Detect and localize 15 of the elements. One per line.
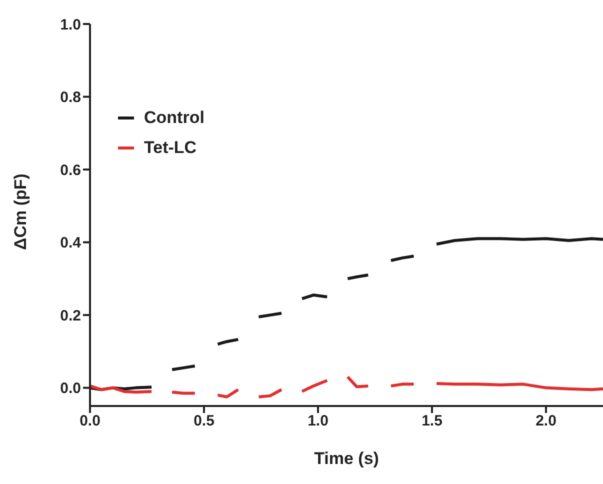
x-tick-label: 1.0 — [308, 412, 328, 430]
y-tick-label: 1.0 — [60, 16, 81, 34]
legend-label: Tet-LC — [144, 137, 197, 159]
y-tick-label: 0.6 — [60, 162, 81, 179]
x-tick-label: 0.5 — [194, 412, 214, 430]
y-tick-label: 0.0 — [60, 380, 81, 398]
y-axis-title: ΔCm (pF) — [11, 174, 30, 250]
y-tick-label: 0.2 — [60, 307, 81, 324]
x-axis-title: Time (s) — [314, 449, 379, 468]
x-tick-label: 2.0 — [536, 412, 556, 430]
x-tick-label: 1.5 — [422, 412, 442, 430]
x-tick-label: 0.0 — [80, 412, 100, 430]
y-tick-label: 0.8 — [60, 89, 81, 106]
legend-label: Control — [144, 107, 204, 129]
y-tick-label: 0.4 — [60, 234, 82, 252]
